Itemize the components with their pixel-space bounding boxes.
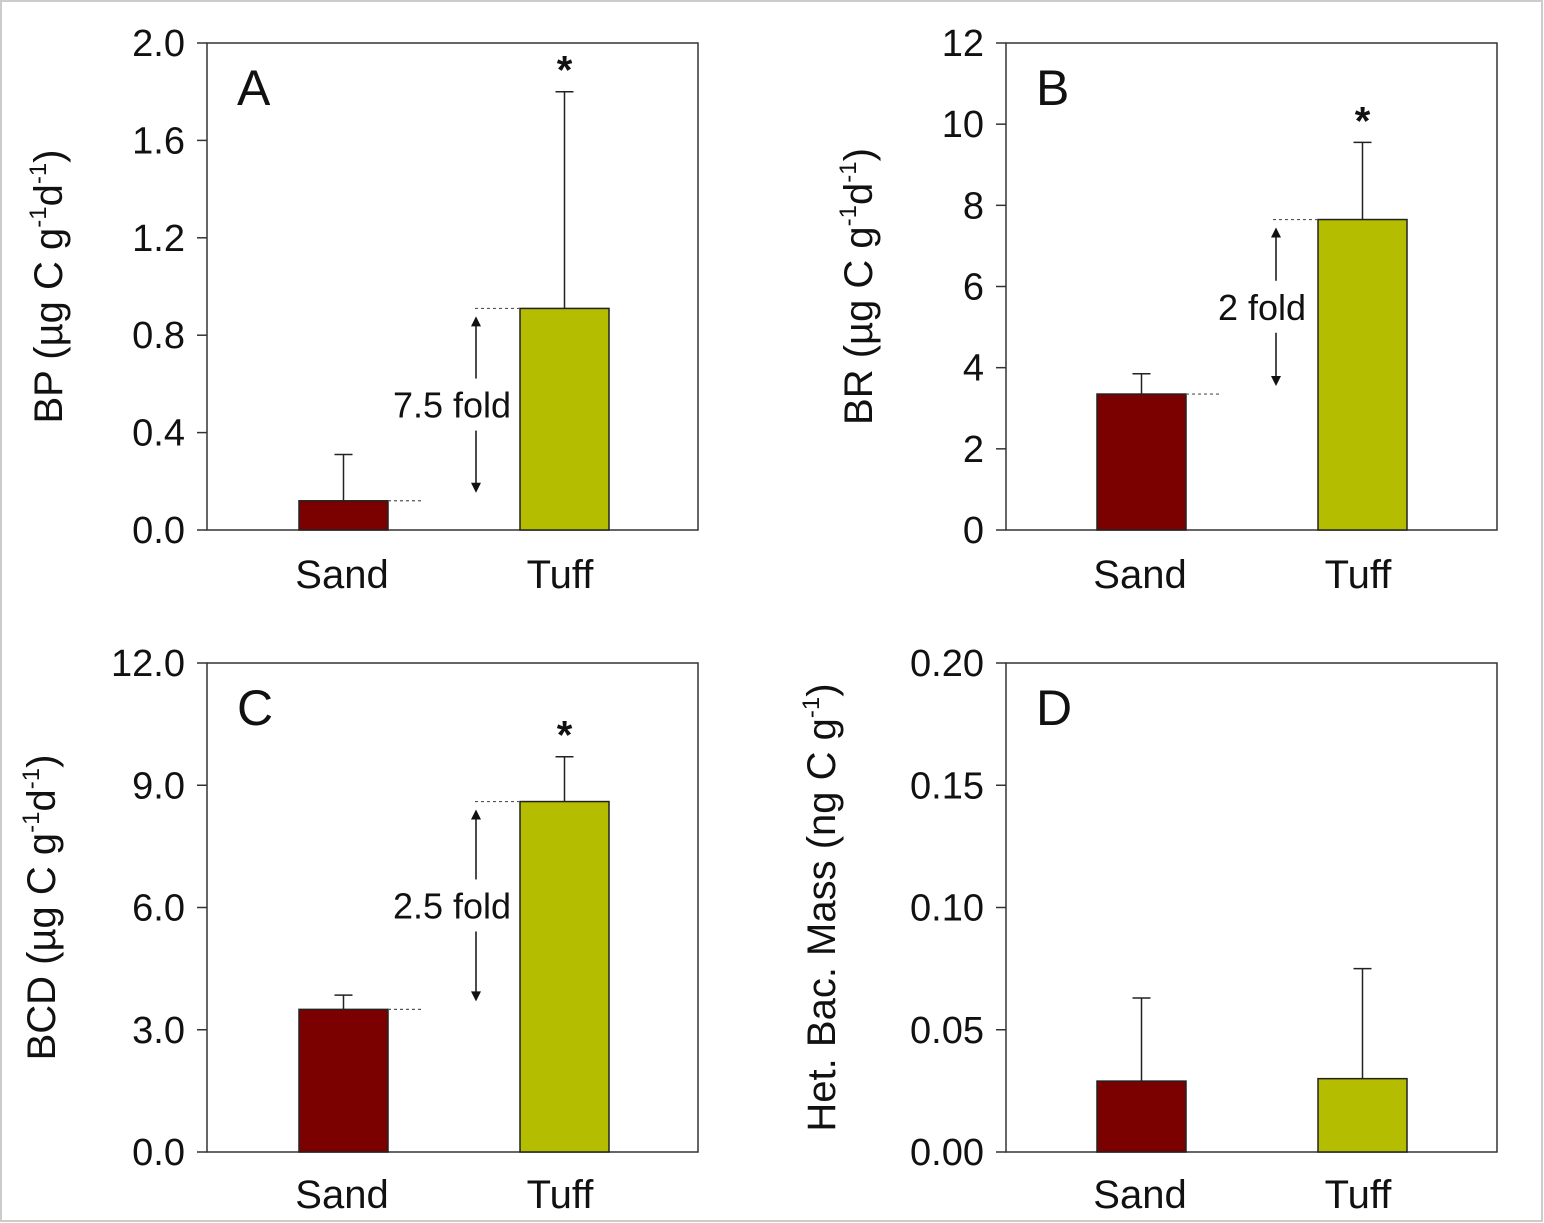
plot-frame	[206, 42, 699, 531]
bar-tuff	[519, 800, 610, 1153]
fold-arrow-head	[471, 991, 481, 1002]
y-axis-label-part: d	[27, 184, 71, 206]
y-axis-label-superscript: -1	[25, 163, 52, 184]
y-tick-label: 0.15	[910, 765, 984, 807]
bar-sand	[298, 500, 389, 531]
panel-letter: C	[237, 680, 273, 736]
bar-tuff	[1317, 218, 1408, 531]
x-category-label: Tuff	[527, 1173, 595, 1217]
y-axis-label-part: BCD (µg C g	[20, 833, 64, 1061]
y-tick-label: 1.2	[132, 218, 185, 260]
significance-star: *	[557, 714, 573, 758]
fold-arrow-head	[471, 482, 481, 493]
y-axis-label-superscript: -1	[25, 206, 52, 227]
x-category-label: Sand	[1093, 1173, 1186, 1217]
y-tick-label: 2.0	[132, 23, 185, 65]
y-tick-label: 12	[942, 23, 984, 65]
y-tick-label: 2	[963, 429, 984, 471]
y-tick-label: 12.0	[111, 643, 185, 685]
panel-letter: D	[1036, 680, 1072, 736]
y-tick-label: 0.0	[132, 1132, 185, 1174]
y-axis-label-superscript: -1	[798, 697, 825, 718]
fold-arrow-head	[471, 316, 481, 327]
y-tick-label: 0.00	[910, 1132, 984, 1174]
y-tick-label: 6	[963, 267, 984, 309]
bar-sand	[298, 1008, 389, 1153]
fold-annotation: 7.5 fold	[393, 385, 511, 426]
y-tick-label: 9.0	[132, 765, 185, 807]
x-category-label: Tuff	[527, 553, 595, 597]
y-axis-label-part: )	[27, 150, 71, 163]
fold-arrow-head	[471, 809, 481, 820]
x-category-label: Sand	[295, 1173, 388, 1217]
bar-tuff	[519, 307, 610, 531]
y-axis-label-part: d	[20, 789, 64, 811]
significance-star: *	[557, 49, 573, 93]
x-category-label: Sand	[1093, 553, 1186, 597]
significance-star: *	[1355, 99, 1371, 143]
y-tick-label: 0.10	[910, 888, 984, 930]
y-axis-label-part: d	[837, 183, 881, 205]
y-tick-label: 8	[963, 185, 984, 227]
y-axis-label-part: )	[837, 148, 881, 161]
y-tick-label: 3.0	[132, 1010, 185, 1052]
y-axis-label-superscript: -1	[835, 205, 862, 226]
fold-arrow-head	[1271, 376, 1281, 387]
y-axis-label-superscript: -1	[18, 812, 45, 833]
bar-tuff	[1317, 1077, 1408, 1153]
x-category-label: Tuff	[1325, 1173, 1393, 1217]
y-tick-label: 0.0	[132, 510, 185, 552]
y-tick-label: 0.8	[132, 315, 185, 357]
x-category-label: Tuff	[1325, 553, 1393, 597]
y-tick-label: 0	[963, 510, 984, 552]
y-axis-label: BR (µg C g-1d-1)	[835, 148, 881, 425]
y-axis-label: Het. Bac. Mass (ng C g-1)	[798, 683, 844, 1131]
y-tick-label: 0.20	[910, 643, 984, 685]
fold-arrow-head	[1271, 227, 1281, 238]
panel-letter: A	[237, 60, 271, 116]
y-axis-label-part: )	[800, 683, 844, 696]
y-axis-label-part: BR (µg C g	[837, 226, 881, 425]
y-tick-label: 1.6	[132, 120, 185, 162]
x-category-label: Sand	[295, 553, 388, 597]
fold-annotation: 2.5 fold	[393, 885, 511, 926]
fold-annotation: 2 fold	[1218, 287, 1306, 328]
y-axis-label: BP (µg C g-1d-1)	[25, 150, 71, 424]
y-tick-label: 0.05	[910, 1010, 984, 1052]
y-axis-label-superscript: -1	[18, 768, 45, 789]
panel-letter: B	[1036, 60, 1069, 116]
panel-d: 0.00 0.05 0.10 0.15 0.20 Het. Bac. Mass (ng C…	[798, 643, 1498, 1217]
bar-sand	[1096, 1080, 1187, 1153]
y-tick-label: 4	[963, 348, 984, 390]
y-tick-label: 6.0	[132, 888, 185, 930]
y-tick-label: 10	[942, 104, 984, 146]
y-axis-label-superscript: -1	[835, 161, 862, 182]
y-tick-label: 0.4	[132, 413, 185, 455]
y-axis-label-part: )	[20, 755, 64, 768]
bar-sand	[1096, 393, 1187, 531]
y-axis-label: BCD (µg C g-1d-1)	[18, 755, 64, 1061]
y-axis-label-part: BP (µg C g	[27, 228, 71, 424]
plot-frame	[1005, 662, 1498, 1153]
y-axis-label-part: Het. Bac. Mass (ng C g	[800, 718, 844, 1131]
